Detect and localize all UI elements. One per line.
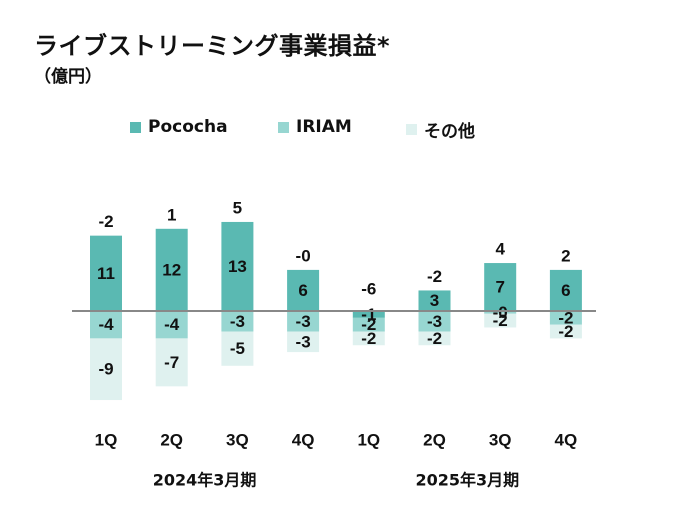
- bar-pococha: [549, 269, 582, 311]
- bar-other: [418, 331, 451, 346]
- label-iriam: -4: [98, 315, 114, 334]
- label-total: 5: [233, 198, 242, 217]
- bar-other: [287, 331, 320, 353]
- label-pococha: 6: [561, 281, 570, 300]
- bar-iriam: [418, 311, 451, 332]
- label-pococha: 7: [495, 278, 504, 297]
- label-iriam: -0: [493, 303, 508, 322]
- legend-swatch-iriam: [278, 121, 289, 133]
- bar-other: [352, 331, 385, 346]
- bar-other: [90, 338, 122, 401]
- label-iriam: -2: [558, 308, 573, 327]
- chart-title: ライブストリーミング事業損益*: [34, 32, 391, 60]
- bar-iriam: [155, 311, 188, 339]
- label-total: -6: [361, 280, 376, 299]
- legend-label-pococha: Pococha: [148, 117, 228, 137]
- label-total: -2: [98, 212, 113, 231]
- x-tick-label: 1Q: [357, 431, 380, 450]
- label-pococha: -1: [361, 305, 376, 324]
- label-other: -7: [164, 353, 179, 372]
- bar-pococha: [418, 290, 451, 311]
- label-total: 2: [561, 246, 570, 265]
- bar-iriam: [484, 311, 517, 314]
- legend-label-iriam: IRIAM: [296, 117, 352, 137]
- bar-pococha: [352, 311, 385, 318]
- label-pococha: 11: [97, 264, 115, 283]
- bar-iriam: [352, 317, 385, 332]
- year-label-2024: 2024年3月期: [153, 471, 257, 490]
- legend: Pococha IRIAM その他: [0, 117, 674, 143]
- legend-label-other: その他: [424, 122, 475, 142]
- bar-iriam: [549, 311, 582, 325]
- x-tick-label: 1Q: [95, 431, 118, 450]
- label-other: -2: [361, 329, 376, 348]
- label-total: -2: [427, 267, 442, 286]
- label-other: -2: [493, 311, 508, 330]
- x-tick-label: 4Q: [292, 431, 315, 450]
- label-other: -3: [296, 332, 311, 351]
- label-pococha: 6: [298, 281, 307, 300]
- label-total: 1: [167, 205, 176, 224]
- label-iriam: -3: [427, 312, 442, 331]
- legend-item-iriam: IRIAM: [278, 117, 352, 137]
- label-other: -2: [427, 329, 442, 348]
- label-pococha: 12: [162, 260, 181, 279]
- legend-item-pococha: Pococha: [130, 117, 228, 137]
- legend-item-other: その他: [406, 117, 475, 142]
- label-iriam: -3: [296, 312, 311, 331]
- bar-iriam: [221, 311, 254, 332]
- x-tick-label: 2Q: [160, 431, 183, 450]
- x-tick-label: 3Q: [226, 431, 249, 450]
- chart-subtitle: （億円）: [34, 67, 102, 87]
- label-total: 4: [495, 240, 505, 259]
- label-other: -2: [558, 322, 573, 341]
- bar-other: [221, 331, 254, 366]
- label-iriam: -4: [164, 315, 180, 334]
- label-other: -9: [98, 360, 113, 379]
- bar-pococha: [484, 263, 517, 311]
- bar-pococha: [155, 228, 188, 311]
- bar-other: [549, 324, 582, 339]
- label-pococha: 13: [228, 257, 247, 276]
- x-tick-label: 2Q: [423, 431, 446, 450]
- bar-iriam: [287, 311, 320, 332]
- label-iriam: -2: [361, 315, 376, 334]
- year-label-2025: 2025年3月期: [416, 471, 520, 490]
- bar-pococha: [221, 221, 254, 311]
- label-other: -5: [230, 339, 245, 358]
- legend-swatch-other: [406, 124, 417, 135]
- label-iriam: -3: [230, 312, 245, 331]
- x-tick-label: 4Q: [555, 431, 578, 450]
- x-tick-label: 3Q: [489, 431, 512, 450]
- bar-pococha: [287, 269, 320, 311]
- bar-iriam: [90, 311, 122, 339]
- bar-other: [155, 338, 188, 387]
- bar-pococha: [90, 235, 122, 311]
- label-total: -0: [296, 246, 311, 265]
- bar-other: [484, 313, 517, 328]
- legend-swatch-pococha: [130, 121, 141, 133]
- label-pococha: 3: [430, 291, 439, 310]
